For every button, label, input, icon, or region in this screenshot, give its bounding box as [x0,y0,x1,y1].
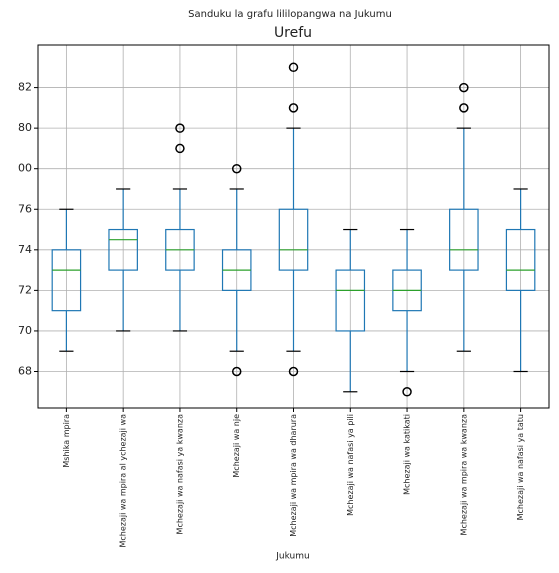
y-tick-label: 70 [18,324,32,337]
box [335,269,366,332]
x-tick-label: Mchezaji wa mpira al ychezaji wa [119,414,128,548]
box [505,228,536,291]
flier [288,103,299,113]
box [449,208,479,271]
y-tick-label: 80 [18,121,32,134]
flier [459,103,469,113]
box [278,208,309,271]
y-tick-label: 68 [18,364,32,377]
chart-title: Sanduku la grafu lililopangwa na Jukumu [188,9,392,20]
y-tick-label: 00 [18,162,32,175]
flier [288,366,299,377]
chart-subtitle: Urefu [274,25,312,41]
y-tick-label: 74 [18,243,32,256]
x-axis-label: Jukumu [275,552,309,562]
x-tick-label: Mchezaji wa nafasi ya tatu [516,414,525,520]
flier [231,366,242,377]
x-tick-label: Mchezaji wa mpira wa dharura [289,414,298,537]
flier [175,143,185,154]
flier [231,163,242,174]
flier [288,62,299,73]
box [51,249,82,312]
x-tick-label: Mchezaji wa mpira wa kwanza [459,414,468,536]
y-tick-label: 82 [18,81,32,94]
x-tick-label: Mchezaji wa nafasi ya kwanza [175,414,184,535]
flier [459,82,469,93]
x-tick-label: Mchezaji wa katikati [403,414,412,495]
y-tick-label: 76 [18,202,32,215]
x-tick-label: Mshika mpira [62,414,71,468]
y-tick-label: 72 [18,283,32,296]
x-tick-label: Mchezaji wa nje [232,414,241,478]
plot-frame [37,44,550,409]
box [108,228,138,271]
x-tick-label: Mchezaji wa nafasi ya pili [346,414,355,516]
flier [175,123,185,133]
flier [402,387,412,397]
